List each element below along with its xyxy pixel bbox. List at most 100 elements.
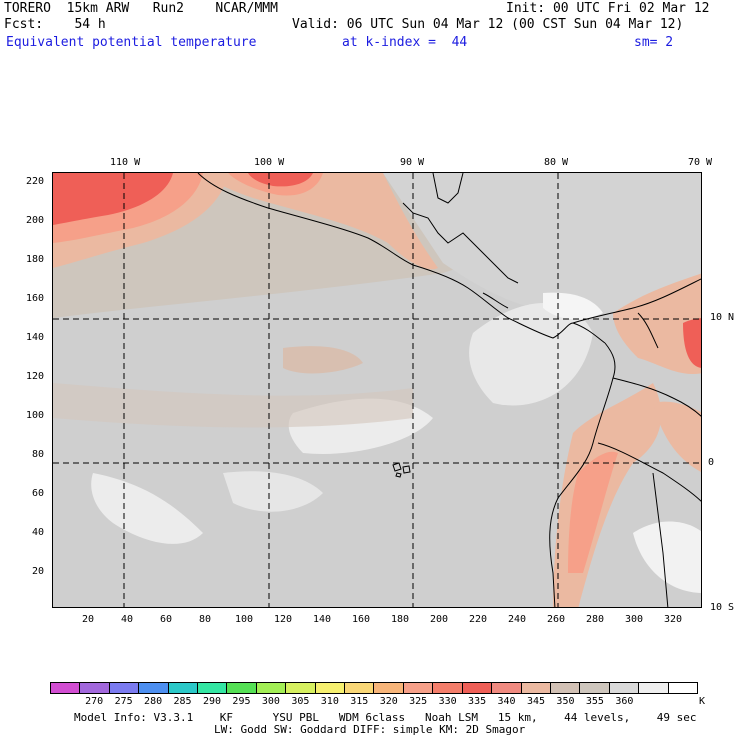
- color-scale-bar: [50, 682, 698, 694]
- warm-interior: [653, 401, 701, 472]
- lon-label: 80 W: [544, 157, 569, 168]
- smoothing-setting: sm= 2: [634, 35, 674, 50]
- grid-y-label: 120: [26, 371, 45, 382]
- color-swatch: [315, 683, 346, 693]
- color-swatch: [580, 683, 610, 693]
- grid-y-label: 180: [26, 254, 45, 265]
- coastline-costa-rica: [482, 292, 509, 309]
- border-colombia-venezuela: [637, 312, 659, 349]
- hot-region: [53, 173, 173, 225]
- color-swatch: [51, 683, 81, 693]
- color-scale-label: 350: [556, 696, 575, 707]
- color-swatch: [609, 683, 640, 693]
- init-time: Init: 00 UTC Fri 02 Mar 12: [506, 1, 710, 16]
- color-scale-label: 315: [350, 696, 369, 707]
- color-scale-label: 300: [261, 696, 280, 707]
- border-yucatan: [432, 173, 464, 204]
- grid-y-label: 140: [26, 332, 45, 343]
- coastline-pacific: [197, 173, 606, 344]
- border-colombia-ecuador: [612, 377, 701, 417]
- color-scale-label: 320: [379, 696, 398, 707]
- color-scale-label: 340: [497, 696, 516, 707]
- color-swatch: [286, 683, 316, 693]
- color-swatch: [433, 683, 463, 693]
- color-scale-label: 325: [409, 696, 428, 707]
- light-patch: [223, 471, 323, 512]
- color-scale-label: 275: [114, 696, 133, 707]
- warm-northsa: [613, 273, 701, 374]
- grid-x-label: 200: [430, 614, 449, 625]
- border-central-america: [402, 202, 519, 284]
- color-swatch: [374, 683, 404, 693]
- color-scale-label: 335: [468, 696, 487, 707]
- color-swatch: [109, 683, 140, 693]
- grid-x-label: 320: [664, 614, 683, 625]
- grid-y-label: 20: [32, 566, 45, 577]
- color-swatch: [256, 683, 287, 693]
- color-swatch: [168, 683, 199, 693]
- grid-x-label: 20: [82, 614, 95, 625]
- grid-y-label: 160: [26, 293, 45, 304]
- color-swatch: [80, 683, 110, 693]
- grid-y-label: 60: [32, 488, 45, 499]
- color-scale-label: 355: [585, 696, 604, 707]
- map-canvas: [53, 173, 701, 607]
- field-name: Equivalent potential temperature: [6, 35, 257, 50]
- color-swatch: [668, 683, 697, 693]
- color-scale-labels: 270 275 280 285 290 295 300 305 310 315 320 325 330 3…: [0, 696, 740, 710]
- grid-x-label: 260: [547, 614, 566, 625]
- tan-patch: [283, 346, 363, 374]
- coastline-caribbean: [572, 278, 701, 324]
- lon-label: 90 W: [400, 157, 425, 168]
- grid-x-label: 180: [391, 614, 410, 625]
- color-scale-label: 360: [615, 696, 634, 707]
- border-peru: [597, 442, 701, 502]
- white-patch: [633, 521, 701, 593]
- grid-y-label: 100: [26, 410, 45, 421]
- color-scale-label: 290: [202, 696, 222, 707]
- color-scale-label: 270: [85, 696, 104, 707]
- gray-land-north: [383, 173, 701, 313]
- grid-y-label: 80: [32, 449, 45, 460]
- model-run-title: TORERO 15km ARW Run2 NCAR/MMM: [4, 1, 278, 16]
- grid-y-label: 200: [26, 215, 45, 226]
- grid-x-label: 100: [235, 614, 254, 625]
- color-swatch: [345, 683, 375, 693]
- color-scale-label: K: [698, 696, 706, 707]
- forecast-hour: Fcst: 54 h: [4, 17, 106, 32]
- color-scale-label: 310: [320, 696, 339, 707]
- grid-x-label: 280: [586, 614, 605, 625]
- color-scale-label: 305: [291, 696, 310, 707]
- lat-label: 10 N: [710, 312, 735, 323]
- color-swatch: [139, 683, 169, 693]
- coastline-south-america: [549, 342, 616, 607]
- color-swatch: [521, 683, 551, 693]
- lon-label: 70 W: [688, 157, 713, 168]
- lat-label: 10 S: [710, 602, 735, 613]
- light-patch: [469, 303, 593, 406]
- grid-x-label: 300: [625, 614, 644, 625]
- light-patch: [91, 473, 203, 544]
- hot-coastal: [248, 173, 313, 187]
- border-peru-brazil: [652, 472, 669, 607]
- grid-x-label: 80: [199, 614, 212, 625]
- color-swatch: [492, 683, 522, 693]
- color-swatch: [198, 683, 228, 693]
- grid-x-label: 240: [508, 614, 527, 625]
- lon-label: 110 W: [110, 157, 141, 168]
- white-patch: [543, 292, 603, 320]
- physics-info-line: LW: Godd SW: Goddard DIFF: simple KM: 2D…: [214, 723, 526, 736]
- tan-band: [53, 383, 413, 428]
- grid-x-label: 60: [160, 614, 173, 625]
- color-swatch: [550, 683, 581, 693]
- galapagos-islands: [392, 462, 411, 478]
- grid-y-label: 220: [26, 176, 45, 187]
- grid-y-label: 40: [32, 527, 45, 538]
- valid-time: Valid: 06 UTC Sun 04 Mar 12 (00 CST Sun …: [292, 17, 684, 32]
- color-swatch: [227, 683, 257, 693]
- grid-x-label: 40: [121, 614, 134, 625]
- equivalent-potential-temperature-map: [52, 172, 702, 608]
- color-scale-label: 280: [144, 696, 163, 707]
- grid-x-label: 160: [352, 614, 371, 625]
- level-index: at k-index = 44: [342, 35, 468, 50]
